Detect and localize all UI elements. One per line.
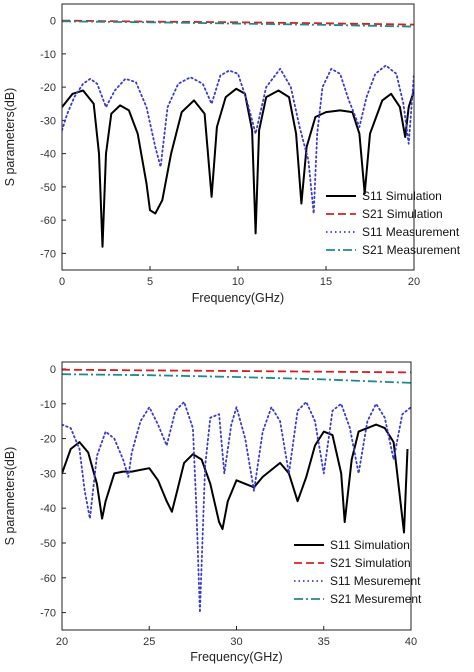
y-tick-label: -30 (40, 115, 56, 127)
series-line-1 (62, 19, 414, 26)
legend-label: S21 Simulation (330, 556, 411, 570)
x-tick-label: 25 (143, 636, 155, 648)
y-tick-label: -70 (40, 608, 56, 620)
plot-frame (61, 361, 412, 631)
x-tick-label: 10 (232, 276, 244, 288)
series-line-3 (62, 20, 414, 28)
y-tick-label: 0 (50, 16, 56, 28)
series-line-3 (62, 373, 411, 384)
legend-label: S11 Mesurement (330, 574, 421, 588)
x-tick-label: 35 (318, 636, 330, 648)
y-tick-label: -60 (40, 573, 56, 585)
y-axis-label: S parameters(dB) (3, 447, 17, 546)
y-tick-label: -70 (40, 248, 56, 260)
chart-top: 0 -10 -20 -30 -40 -50 -60 -70 0 5 10 15 20 Frequency(… (3, 3, 461, 305)
series-line-2 (62, 401, 411, 614)
y-tick-label: -50 (40, 538, 56, 550)
y-tick-label: -40 (40, 503, 56, 515)
legend-label: S11 Simulation (362, 189, 442, 203)
legend-label: S21 Simulation (362, 207, 443, 221)
series-line-0 (62, 87, 414, 248)
legend-label: S11 Simulation (330, 538, 410, 552)
chart-bottom: 0 -10 -20 -30 -40 -50 -60 -70 20 25 30 35 40 Frequenc… (3, 361, 422, 664)
y-tick-label: -10 (40, 49, 56, 61)
y-axis-label: S parameters(dB) (3, 88, 17, 187)
series-line-0 (62, 423, 409, 534)
series-line-2 (62, 64, 414, 215)
y-tick-label: -60 (40, 215, 56, 227)
y-tick-label: -10 (40, 399, 56, 411)
y-tick-label: -50 (40, 182, 56, 194)
x-axis-label: Frequency(GHz) (192, 291, 284, 305)
legend-label: S21 Mesurement (330, 592, 422, 606)
legend-label: S21 Measurement (362, 243, 461, 257)
x-tick-label: 30 (230, 636, 242, 648)
x-tick-label: 15 (320, 276, 332, 288)
y-tick-label: -20 (40, 434, 56, 446)
y-tick-label: -30 (40, 468, 56, 480)
y-tick-label: -40 (40, 149, 56, 161)
x-tick-label: 20 (56, 636, 68, 648)
x-tick-label: 0 (59, 276, 65, 288)
x-tick-label: 20 (408, 276, 420, 288)
x-axis-label: Frequency(GHz) (190, 650, 282, 664)
x-tick-label: 5 (147, 276, 153, 288)
x-tick-label: 40 (405, 636, 417, 648)
legend-label: S11 Measurement (362, 225, 460, 239)
series-line-1 (62, 368, 411, 374)
plot-frame (61, 3, 415, 271)
y-tick-label: -20 (40, 82, 56, 94)
y-tick-label: 0 (50, 364, 56, 376)
